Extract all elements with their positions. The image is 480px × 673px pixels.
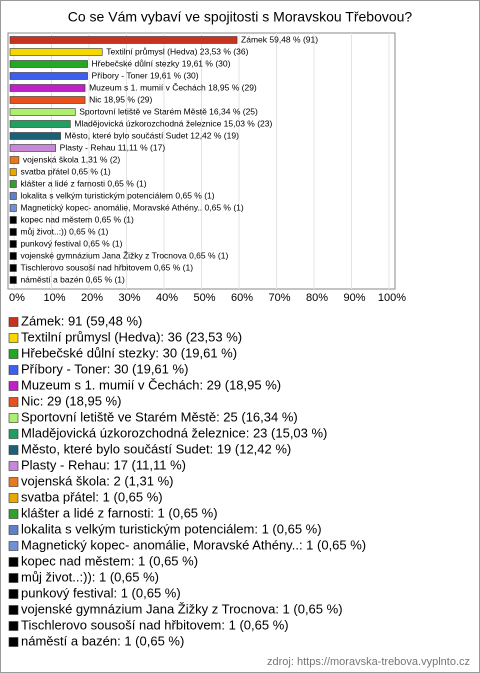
legend-label: Plasty - Rehau: 17 (11,11 %)	[21, 457, 186, 472]
legend-swatch	[8, 637, 19, 647]
legend-swatch	[8, 461, 19, 471]
legend-label: Muzeum s 1. mumií v Čechách: 29 (18,95 %…	[21, 377, 281, 392]
legend-label: Mladějovická úzkorozchodná železnice: 23…	[21, 425, 327, 440]
legend-label: vojenské gymnázium Jana Žižky z Trocnova…	[21, 601, 343, 616]
legend-label: Magnetický kopec- anomálie, Moravské Ath…	[21, 537, 366, 552]
legend-swatch	[8, 397, 19, 407]
x-tick-label: 70%	[268, 292, 290, 304]
bar	[9, 240, 17, 248]
legend-label: Město, které bylo součástí Sudet: 19 (12…	[21, 441, 291, 456]
legend-swatch	[8, 509, 19, 519]
bar-label: Sportovní letiště ve Starém Městě 16,34 …	[79, 106, 258, 116]
x-tick-label: 100%	[378, 292, 406, 304]
legend-label: punkový festival: 1 (0,65 %)	[21, 585, 181, 600]
legend-swatch	[8, 621, 19, 631]
bar-label: Plasty - Rehau 11,11 % (17)	[60, 142, 166, 152]
bar	[9, 168, 17, 176]
bar-label: Magnetický kopec- anomálie, Moravské Ath…	[20, 202, 243, 212]
legend-swatch	[8, 317, 19, 327]
bar	[9, 48, 103, 56]
legend-swatch	[8, 349, 19, 359]
bar	[9, 60, 88, 68]
bar	[9, 204, 17, 212]
legend-label: vojenská škola: 2 (1,31 %)	[21, 473, 173, 488]
legend-swatch	[8, 429, 19, 439]
bar	[9, 144, 56, 152]
legend-swatch	[8, 477, 19, 487]
legend-label: Sportovní letiště ve Starém Městě: 25 (1…	[21, 409, 298, 424]
x-tick-label: 20%	[81, 292, 103, 304]
bar-label: punkový festival 0,65 % (1)	[20, 238, 122, 248]
source: zdroj: https://moravska-trebova.vyplnto.…	[267, 656, 470, 668]
bar-label: Příbory - Toner 19,61 % (30)	[92, 70, 199, 80]
x-tick-label: 90%	[343, 292, 365, 304]
x-tick-label: 60%	[231, 292, 253, 304]
bar-label: Nic 18,95 % (29)	[89, 94, 152, 104]
bar	[9, 276, 17, 284]
legend-swatch	[8, 333, 19, 343]
legend-swatch	[8, 381, 19, 391]
legend-swatch	[8, 557, 19, 567]
legend-label: lokalita s velkým turistickým potenciále…	[21, 521, 322, 536]
bar-label: vojenské gymnázium Jana Žižky z Trocnova…	[20, 250, 228, 260]
x-tick-label: 0%	[9, 292, 25, 304]
bar	[9, 96, 86, 104]
bar-label: Tischlerovo sousoší nad hřbitovem 0,65 %…	[20, 262, 193, 272]
bar-label: Zámek 59,48 % (91)	[241, 34, 318, 44]
legend-label: Zámek: 91 (59,48 %)	[21, 313, 142, 328]
legend-label: svatba přátel: 1 (0,65 %)	[21, 489, 163, 504]
bar-label: Město, které bylo součástí Sudet 12,42 %…	[65, 130, 240, 140]
bar-label: Muzeum s 1. mumií v Čechách 18,95 % (29)	[89, 82, 257, 92]
legend-swatch	[8, 573, 19, 583]
x-tick-label: 50%	[193, 292, 215, 304]
legend-swatch	[8, 541, 19, 551]
legend-label: Tischlerovo sousoší nad hřbitovem: 1 (0,…	[21, 617, 289, 632]
bar-label: můj život..:)) 0,65 % (1)	[20, 226, 108, 236]
bar	[9, 120, 71, 128]
legend-swatch	[8, 525, 19, 535]
bar-label: Textilní průmysl (Hedva) 23,53 % (36)	[106, 46, 248, 56]
legend-label: kopec nad městem: 1 (0,65 %)	[21, 553, 198, 568]
x-tick-label: 80%	[306, 292, 328, 304]
bar	[9, 180, 17, 188]
bar	[9, 192, 17, 200]
bar-label: vojenská škola 1,31 % (2)	[23, 154, 120, 164]
x-tick-label: 40%	[156, 292, 178, 304]
bar-label: lokalita s velkým turistickým potenciále…	[20, 190, 214, 200]
legend-label: Příbory - Toner: 30 (19,61 %)	[21, 361, 188, 376]
legend-swatch	[8, 365, 19, 375]
bar-label: Hřebečské důlní stezky 19,61 % (30)	[92, 58, 231, 68]
bar-label: klášter a lidé z farnosti 0,65 % (1)	[20, 178, 146, 188]
x-tick-label: 10%	[43, 292, 65, 304]
bar-label: kopec nad městem 0,65 % (1)	[20, 214, 134, 224]
bar	[9, 84, 86, 92]
bar	[9, 264, 17, 272]
bar	[9, 252, 17, 260]
bar	[9, 156, 20, 164]
x-tick-label: 30%	[118, 292, 140, 304]
legend-swatch	[8, 589, 19, 599]
bar	[9, 72, 88, 80]
bar-label: svatba přátel 0,65 % (1)	[20, 166, 110, 176]
chart-title: Co se Vám vybaví ve spojitosti s Moravsk…	[68, 9, 413, 25]
legend-label: klášter a lidé z farnosti: 1 (0,65 %)	[21, 505, 218, 520]
bar	[9, 216, 17, 224]
legend-label: Nic: 29 (18,95 %)	[21, 393, 121, 408]
legend-label: můj život..:)): 1 (0,65 %)	[21, 569, 159, 584]
legend-swatch	[8, 605, 19, 615]
legend-swatch	[8, 493, 19, 503]
bar	[9, 228, 17, 236]
legend-label: Textilní průmysl (Hedva): 36 (23,53 %)	[21, 329, 242, 344]
bar	[9, 36, 238, 44]
bar	[9, 132, 61, 140]
legend-swatch	[8, 445, 19, 455]
bar	[9, 108, 76, 116]
legend-label: náměstí a bazén: 1 (0,65 %)	[21, 633, 184, 648]
legend-swatch	[8, 413, 19, 423]
bar-label: Mladějovická úzkorozchodná železnice 15,…	[74, 118, 272, 128]
legend-label: Hřebečské důlní stezky: 30 (19,61 %)	[21, 345, 237, 360]
bar-label: náměstí a bazén 0,65 % (1)	[20, 274, 125, 284]
